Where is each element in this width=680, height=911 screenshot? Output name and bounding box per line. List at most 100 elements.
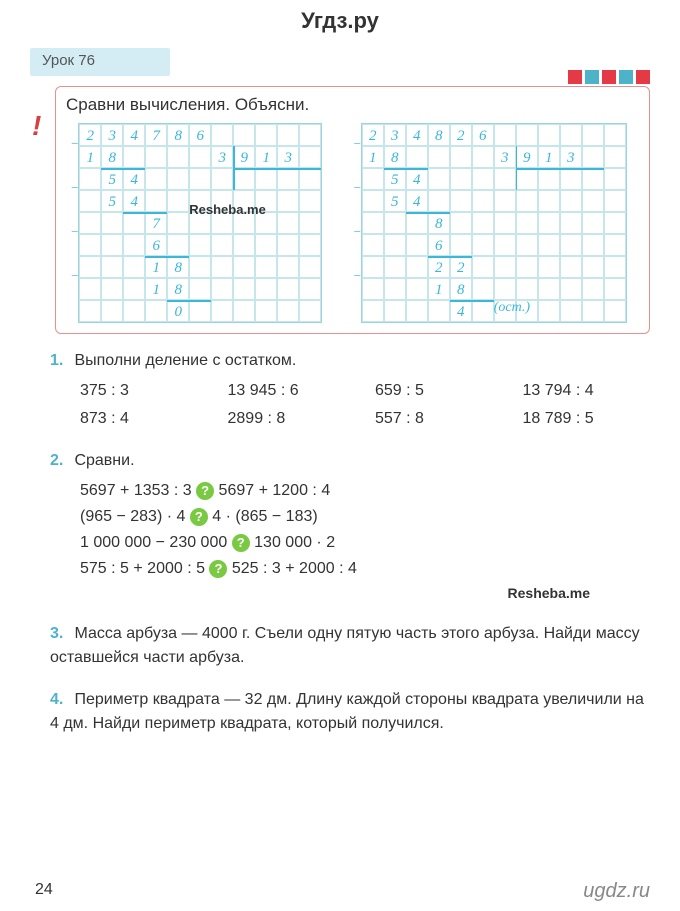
- grid-cell: [560, 256, 582, 278]
- division-item: 18 789 : 5: [523, 407, 651, 431]
- grid-cell: [450, 234, 472, 256]
- attention-icon: !: [32, 110, 41, 142]
- grid-cell: 8: [428, 212, 450, 234]
- division-item: 873 : 4: [80, 407, 208, 431]
- grid-cell: [428, 146, 450, 168]
- task-text: Периметр квадрата — 32 дм. Длину каждой …: [50, 691, 644, 732]
- watermark-text: Resheba.me: [50, 583, 590, 604]
- task-4: 4. Периметр квадрата — 32 дм. Длину кажд…: [50, 688, 650, 736]
- compare-line: 575 : 5 + 2000 : 5 ? 525 : 3 + 2000 : 4: [80, 557, 650, 581]
- grid-cell: [123, 146, 145, 168]
- division-item: 13 945 : 6: [228, 379, 356, 403]
- grid-cell: [406, 234, 428, 256]
- compare-line: 1 000 000 − 230 000 ? 130 000 · 2: [80, 531, 650, 555]
- grid-cell: [362, 234, 384, 256]
- grid-cell: −: [79, 168, 101, 190]
- decor-square: [585, 70, 599, 84]
- grid-cell: [189, 278, 211, 300]
- decor-square: [602, 70, 616, 84]
- grid-cell: [233, 124, 255, 146]
- grid-cell: [582, 146, 604, 168]
- grid-cell: [79, 234, 101, 256]
- grid-cell: −: [362, 212, 384, 234]
- grid-cell: [233, 256, 255, 278]
- grid-cell: [189, 234, 211, 256]
- grid-cell: [123, 256, 145, 278]
- footer-site: ugdz.ru: [583, 880, 650, 903]
- grid-cell: 2: [450, 256, 472, 278]
- division-grid-right: 2−34826183913−5454−86−22184(ост.): [361, 123, 627, 323]
- grid-cell: [299, 256, 321, 278]
- grid-cell: 1: [145, 256, 167, 278]
- grid-cell: [450, 212, 472, 234]
- grid-cell: [406, 278, 428, 300]
- grid-cell: [299, 146, 321, 168]
- task-title: Выполни деление с остатком.: [74, 352, 296, 369]
- grid-cell: 3: [211, 146, 233, 168]
- grid-cell: [79, 278, 101, 300]
- grid-cell: [277, 124, 299, 146]
- grid-cell: [494, 124, 516, 146]
- grid-cell: [450, 190, 472, 212]
- grid-cell: [299, 300, 321, 322]
- grid-cell: [299, 212, 321, 234]
- grid-cell: [123, 300, 145, 322]
- grid-cell: 3: [494, 146, 516, 168]
- grid-cell: 1: [79, 146, 101, 168]
- grid-cell: [277, 212, 299, 234]
- grid-cell: 5: [101, 168, 123, 190]
- grid-cell: 3: [384, 124, 406, 146]
- grid-cell: [384, 278, 406, 300]
- grid-cell: 8: [428, 124, 450, 146]
- grid-cell: 8: [384, 146, 406, 168]
- grid-cell: [538, 278, 560, 300]
- grid-cell: 8: [101, 146, 123, 168]
- grid-cell: [604, 168, 626, 190]
- grid-cell: [362, 190, 384, 212]
- grid-cell: [538, 212, 560, 234]
- grid-cell: [494, 278, 516, 300]
- grid-cell: [582, 278, 604, 300]
- grid-cell: [167, 190, 189, 212]
- grid-cell: [145, 146, 167, 168]
- grid-cell: [362, 300, 384, 322]
- grid-cell: [299, 168, 321, 190]
- grid-cell: [299, 234, 321, 256]
- grid-cell: [255, 278, 277, 300]
- grid-cell: [79, 300, 101, 322]
- grid-cell: [494, 212, 516, 234]
- grid-cell: [189, 300, 211, 322]
- grid-cell: [79, 190, 101, 212]
- grid-cell: [472, 256, 494, 278]
- grid-cell: [472, 212, 494, 234]
- grid-cell: 1: [538, 146, 560, 168]
- task-num: 1.: [50, 349, 70, 373]
- grid-cell: [472, 146, 494, 168]
- grid-cell: [362, 278, 384, 300]
- grid-cell: [604, 146, 626, 168]
- grid-cell: [299, 278, 321, 300]
- grid-cell: [516, 168, 538, 190]
- grid-cell: [211, 256, 233, 278]
- grid-cell: 8: [450, 278, 472, 300]
- grid-cell: [538, 256, 560, 278]
- grid-cell: 2: [428, 256, 450, 278]
- grid-cell: 0: [167, 300, 189, 322]
- grid-cell: 5: [101, 190, 123, 212]
- grid-cell: [101, 300, 123, 322]
- grid-cell: [472, 190, 494, 212]
- grid-cell: [494, 190, 516, 212]
- grid-cell: [255, 234, 277, 256]
- grid-cell: [428, 300, 450, 322]
- grid-cell: [560, 168, 582, 190]
- grid-cell: [277, 300, 299, 322]
- grid-cell: 4: [450, 300, 472, 322]
- compare-placeholder-icon: ?: [232, 534, 250, 552]
- task-num: 4.: [50, 688, 70, 712]
- grid-cell: [384, 300, 406, 322]
- grid-cell: 7: [145, 212, 167, 234]
- grid-cell: [233, 300, 255, 322]
- grid-cell: [299, 124, 321, 146]
- grid-cell: [233, 278, 255, 300]
- grid-cell: 1: [255, 146, 277, 168]
